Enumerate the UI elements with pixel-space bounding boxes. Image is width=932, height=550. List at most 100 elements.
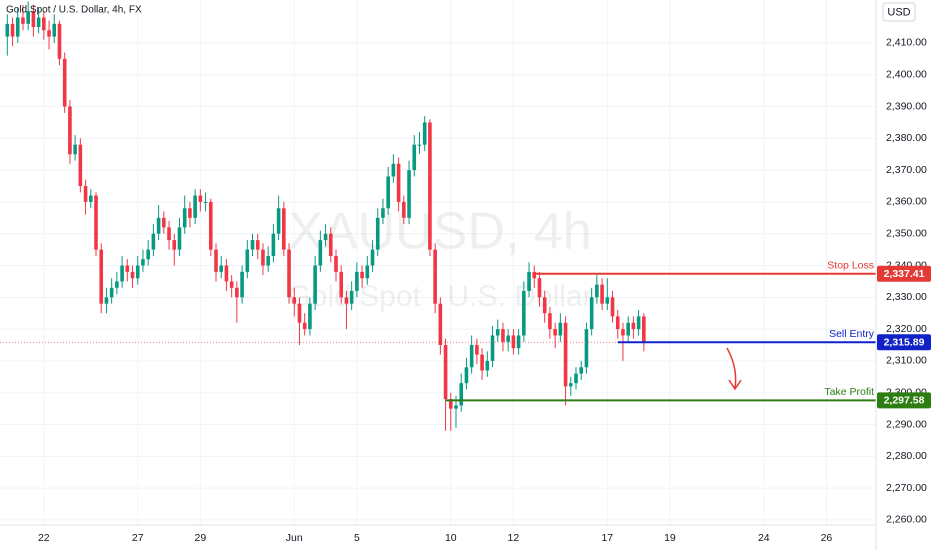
candle-body	[42, 17, 46, 31]
level-name: Stop Loss	[827, 260, 874, 272]
x-tick-label: 26	[821, 532, 833, 544]
candle-body	[626, 322, 630, 336]
level-tag	[877, 334, 931, 351]
y-tick-label: 2,390.00	[886, 100, 927, 112]
candle-body	[94, 195, 98, 250]
candle-body	[522, 290, 526, 336]
candle-body	[177, 227, 182, 250]
candle-body	[26, 11, 30, 24]
candle-body	[235, 287, 239, 298]
candle-body	[532, 271, 537, 279]
candle-body	[402, 201, 406, 218]
candle-body	[88, 195, 93, 202]
candle-body	[10, 23, 15, 37]
candle-body	[438, 303, 443, 346]
candle-body	[5, 23, 10, 37]
candle-body	[548, 313, 552, 330]
candle-body	[167, 227, 171, 241]
candle-body	[334, 255, 338, 272]
candle-body	[15, 17, 20, 37]
candle-body	[615, 316, 620, 330]
candle-body	[162, 217, 166, 228]
candle-body	[36, 17, 41, 28]
x-tick-label: 5	[354, 532, 360, 544]
candle-body	[542, 297, 547, 314]
candle-body	[73, 144, 77, 155]
candle-body	[68, 106, 72, 155]
candle-body	[276, 208, 281, 234]
candle-body	[344, 297, 349, 304]
level-value-label: 2,337.41	[884, 268, 925, 280]
candle-body	[146, 249, 150, 260]
candle-body	[558, 322, 563, 336]
candle-body	[568, 383, 573, 387]
y-tick-label: 2,370.00	[886, 164, 927, 176]
level-tag	[877, 392, 931, 409]
candle-body	[208, 201, 213, 250]
candle-body	[516, 335, 521, 349]
candle-body	[563, 322, 568, 387]
level-tag	[877, 265, 931, 282]
y-tick-label: 2,290.00	[886, 418, 927, 430]
candle-body	[224, 265, 229, 282]
candle-body	[584, 329, 589, 368]
candle-body	[636, 316, 641, 330]
candle-body	[83, 186, 88, 202]
candle-body	[292, 297, 297, 304]
candle-body	[188, 208, 192, 218]
candle-body	[589, 297, 594, 330]
x-tick-label: 12	[508, 532, 520, 544]
x-tick-label: 27	[132, 532, 144, 544]
candle-body	[407, 170, 411, 218]
candle-body	[459, 383, 464, 406]
y-tick-label: 2,280.00	[886, 450, 927, 462]
candle-body	[255, 240, 260, 250]
candle-body	[203, 201, 208, 203]
candle-body	[282, 208, 286, 250]
level-name: Take Profit	[824, 386, 874, 398]
x-tick-label: 10	[445, 532, 457, 544]
candle-body	[417, 144, 422, 146]
candle-body	[454, 405, 458, 409]
candle-body	[141, 259, 145, 266]
candle-body	[422, 122, 427, 145]
candle-body	[605, 297, 610, 304]
candle-body	[412, 144, 417, 171]
candle-body	[156, 217, 161, 234]
candle-body	[109, 287, 114, 298]
candle-body	[135, 265, 140, 279]
candle-body	[339, 271, 344, 298]
candle-body	[323, 233, 328, 241]
candle-body	[391, 163, 396, 177]
candle-body	[642, 316, 646, 343]
candle-body	[443, 345, 448, 400]
y-tick-label: 2,330.00	[886, 291, 927, 303]
candle-body	[120, 265, 124, 282]
candle-body	[193, 195, 197, 218]
candle-body	[495, 329, 500, 336]
y-tick-label: 2,270.00	[886, 482, 927, 494]
currency-box[interactable]	[882, 2, 916, 22]
candle-body	[31, 11, 36, 28]
y-tick-label: 2,320.00	[886, 323, 927, 335]
candle-body	[600, 284, 604, 304]
candle-body	[62, 58, 67, 107]
candle-body	[480, 354, 484, 371]
candle-body	[328, 233, 333, 256]
y-tick-label: 2,400.00	[886, 69, 927, 81]
candle-body	[527, 271, 531, 291]
plot-area: Stop Loss Sell Entry Take Profit	[0, 1, 876, 431]
level-value-label: 2,297.58	[884, 395, 925, 407]
candle-body	[490, 335, 495, 361]
candle-body	[57, 23, 62, 59]
candle-body	[240, 271, 244, 298]
candle-body	[125, 265, 130, 272]
candle-body	[469, 345, 474, 368]
x-tick-label: 22	[38, 532, 50, 544]
candle-body	[433, 249, 437, 304]
candle-body	[245, 249, 250, 272]
candle-body	[349, 290, 354, 304]
